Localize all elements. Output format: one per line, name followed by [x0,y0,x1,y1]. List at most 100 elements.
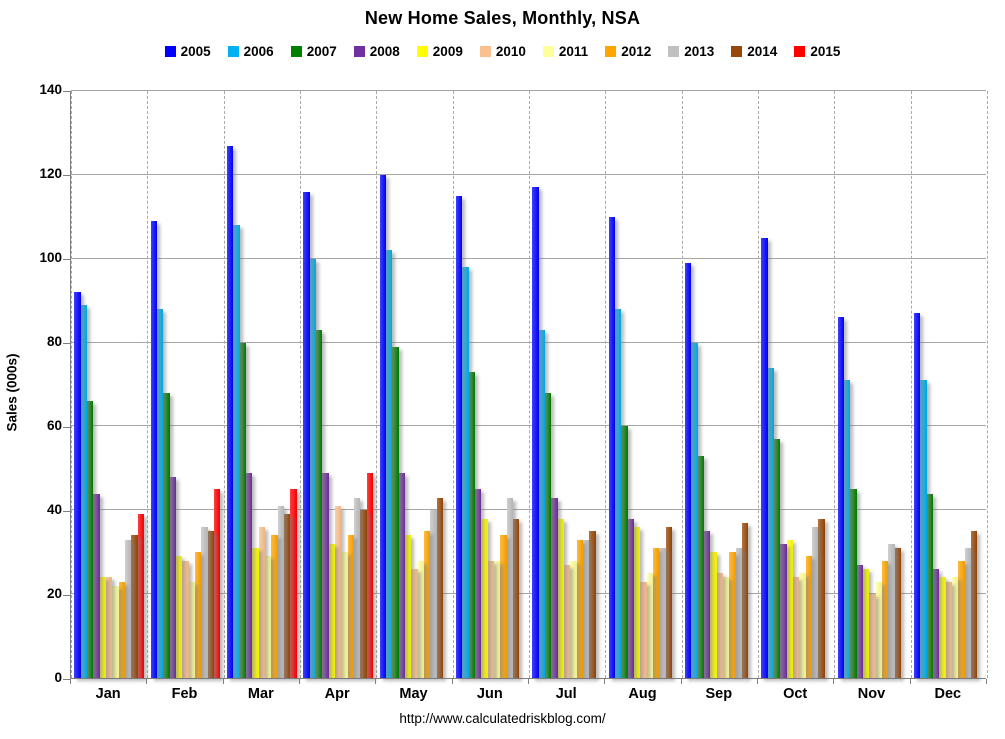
bar-group-apr [300,91,376,678]
y-tick-mark [63,259,70,260]
bar-2009-dec [939,577,946,678]
bar-2013-dec [964,548,971,678]
bar-2005-jun [456,195,463,678]
bar-2008-jun [475,489,482,678]
y-tick-mark [63,91,70,92]
category-boundary [529,91,530,678]
bar-2009-jul [557,518,564,678]
legend-swatch-2015 [794,46,806,57]
bar-2006-mar [233,225,240,678]
x-tick-mark [986,679,987,684]
bar-2007-feb [163,392,170,678]
x-tick-mark [375,679,377,684]
x-axis-label-feb: Feb [171,686,198,702]
legend-label-2015: 2015 [810,44,841,59]
bar-2013-mar [277,506,284,678]
bar-2008-aug [627,518,635,678]
bar-2006-apr [309,258,317,678]
bar-2005-sep [685,262,692,678]
gridline [71,257,986,259]
bar-group-jan [71,91,147,678]
x-tick-mark [70,679,71,684]
bar-2012-sep [729,552,736,678]
legend-swatch-2008 [353,46,365,57]
bar-2005-may [379,174,387,678]
bar-2007-may [392,346,399,678]
bar-2012-may [423,531,431,678]
y-tick-label: 20 [46,586,62,601]
bar-2005-mar [227,145,234,678]
legend-item-2014: 2014 [731,44,777,59]
bar-2005-apr [303,191,310,678]
chart-title: New Home Sales, Monthly, NSA [364,8,641,28]
bar-2007-jun [468,371,476,678]
legend-item-2007: 2007 [290,44,337,59]
bar-2008-apr [322,472,329,678]
legend-swatch-2013 [668,46,680,57]
bar-2006-jul [538,330,546,678]
x-axis-labels: Jan Feb Mar Apr May Jun Jul Aug Sep Oct Nov Dec [70,679,986,707]
bar-2007-oct [774,439,781,678]
bar-2012-jun [500,535,507,678]
bar-2010-sep [716,573,723,678]
legend: 2005 2006 2007 2008 2009 2010 2011 2012 2013 2014… [0,44,1005,59]
bar-2015-jan [137,514,144,678]
category-boundary [223,91,225,678]
bar-2007-nov [850,489,857,678]
bar-2014-mar [283,514,291,678]
bar-2012-mar [271,535,278,678]
y-tick-label: 100 [39,250,62,265]
bar-group-jun [453,91,529,678]
gridline [71,90,986,91]
legend-swatch-2005 [164,46,176,57]
bars [685,91,754,678]
bars [456,91,525,678]
legend-label-2014: 2014 [747,44,778,59]
bar-2009-jan [99,577,106,678]
legend-item-2012: 2012 [605,44,651,59]
category-boundary [681,91,683,678]
bar-2013-may [430,510,437,678]
bar-2005-dec [914,313,921,678]
bar-2006-oct [767,367,775,678]
bar-2011-sep [722,577,730,678]
bar-2014-jun [512,518,520,678]
chart-region: Sales (000s) Jan Feb Mar Apr May Jun Jul Aug Sep… [0,82,1005,702]
y-tick-mark [63,427,70,428]
bar-2005-jan [74,292,81,678]
x-axis-label-mar: Mar [247,686,274,702]
x-axis-label-jan: Jan [95,686,121,702]
bar-2008-nov [856,564,864,678]
x-axis-label-dec: Dec [934,686,962,702]
x-tick-mark [451,679,453,684]
bar-2015-apr [366,472,373,678]
legend-swatch-2006 [227,46,239,57]
bar-group-may [376,91,452,678]
bar-2008-feb [169,476,177,678]
x-tick-mark [222,679,224,684]
x-tick-mark [146,679,148,684]
gridline [71,593,986,595]
bars [379,91,449,678]
bar-2005-aug [608,216,616,678]
bar-2009-apr [328,543,335,678]
category-boundary [758,91,759,678]
bar-2013-feb [201,527,208,678]
bar-2014-oct [818,518,825,678]
bar-2008-dec [933,569,940,678]
bar-2012-jan [118,581,125,678]
bar-2006-feb [157,309,164,678]
bar-2007-dec [926,493,934,678]
legend-label-2010: 2010 [495,44,526,59]
gridline [71,509,986,511]
bar-2009-aug [634,527,641,678]
bar-2014-nov [894,548,901,678]
category-boundary [71,91,72,678]
y-tick-mark [63,511,70,512]
bar-2013-jun [506,497,513,678]
bar-2009-feb [176,556,183,678]
y-tick-mark [63,595,70,596]
bar-2006-nov [844,380,851,678]
legend-label-2009: 2009 [432,44,463,59]
category-boundary [834,91,836,678]
